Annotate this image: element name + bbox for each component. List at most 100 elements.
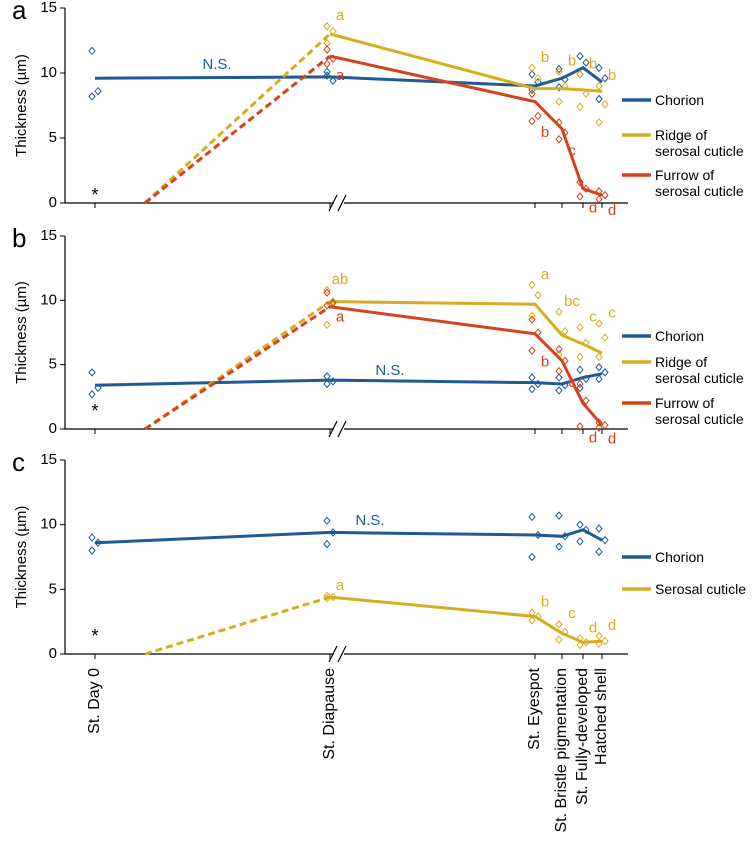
panel-label: b bbox=[12, 223, 26, 253]
data-point bbox=[601, 535, 609, 545]
data-point bbox=[329, 76, 337, 86]
annotation: N.S. bbox=[202, 56, 231, 73]
significance-letter: b bbox=[541, 594, 549, 611]
data-point bbox=[528, 63, 536, 73]
data-point bbox=[528, 373, 536, 382]
legend-entry: Furrow of serosal cuticle bbox=[655, 395, 744, 427]
data-point bbox=[576, 70, 584, 79]
data-point bbox=[595, 319, 603, 328]
axis-break-gap bbox=[334, 195, 344, 211]
panel-label: c bbox=[12, 447, 25, 477]
asterisk: * bbox=[91, 626, 98, 646]
data-point bbox=[582, 58, 590, 67]
data-point bbox=[595, 81, 603, 91]
significance-letter: a bbox=[541, 266, 550, 283]
data-point bbox=[555, 635, 563, 645]
data-point bbox=[323, 379, 331, 389]
y-tick-label: 0 bbox=[49, 194, 57, 211]
axis-break bbox=[328, 194, 347, 212]
y-tick-label: 15 bbox=[40, 451, 57, 468]
mean-line bbox=[329, 300, 603, 355]
data-point bbox=[323, 67, 331, 76]
significance-letter: c bbox=[568, 374, 576, 391]
data-point bbox=[534, 111, 542, 121]
data-point bbox=[576, 323, 584, 332]
data-point bbox=[576, 520, 584, 529]
data-point bbox=[555, 366, 563, 376]
data-point bbox=[576, 537, 584, 546]
data-point bbox=[595, 547, 603, 557]
data-point bbox=[528, 70, 536, 79]
data-point bbox=[582, 396, 590, 405]
x-tick-label: St. Bristle pigmentation bbox=[553, 668, 570, 833]
significance-letter: a bbox=[336, 67, 345, 84]
data-point bbox=[88, 546, 96, 555]
data-point bbox=[601, 333, 609, 342]
data-point bbox=[528, 116, 536, 126]
data-point bbox=[555, 542, 563, 551]
data-point bbox=[601, 420, 609, 430]
significance-letter: a bbox=[336, 308, 345, 325]
significance-letter: ab bbox=[332, 271, 349, 288]
extrapolation bbox=[143, 32, 332, 205]
mean-line bbox=[94, 66, 603, 88]
data-point bbox=[323, 285, 331, 295]
significance-letter: b bbox=[541, 124, 549, 141]
significance-letter: d bbox=[608, 617, 616, 634]
significance-letter: c bbox=[568, 142, 576, 159]
data-point bbox=[555, 67, 563, 76]
significance-letter: d bbox=[589, 199, 597, 216]
mean-line bbox=[94, 372, 603, 387]
data-point bbox=[576, 102, 584, 112]
mean-line bbox=[94, 528, 603, 545]
data-point bbox=[528, 280, 536, 290]
y-tick-label: 5 bbox=[49, 580, 57, 597]
data-point bbox=[88, 46, 96, 56]
y-tick-label: 15 bbox=[40, 0, 57, 16]
data-point bbox=[528, 89, 536, 99]
y-tick-label: 15 bbox=[40, 227, 57, 244]
data-point bbox=[323, 539, 331, 549]
data-point bbox=[555, 511, 563, 520]
significance-letter: a bbox=[336, 7, 345, 24]
data-point bbox=[582, 525, 590, 535]
y-tick-label: 5 bbox=[49, 356, 57, 373]
data-point bbox=[555, 64, 563, 74]
asterisk: * bbox=[91, 401, 98, 421]
data-point bbox=[576, 192, 584, 201]
significance-letter: b bbox=[608, 67, 616, 84]
data-point bbox=[601, 636, 609, 646]
legend-entry: Furrow of serosal cuticle bbox=[655, 167, 744, 199]
data-point bbox=[323, 320, 331, 330]
data-point bbox=[595, 423, 603, 432]
legend-entry: Chorion bbox=[655, 549, 705, 565]
data-point bbox=[576, 383, 584, 393]
data-point bbox=[601, 368, 609, 377]
data-point bbox=[528, 512, 536, 522]
axis-break bbox=[328, 645, 347, 663]
data-point bbox=[601, 73, 609, 83]
data-point bbox=[576, 177, 584, 187]
axis-break-gap bbox=[334, 421, 344, 437]
data-point bbox=[534, 73, 542, 83]
y-axis-label: Thickness (µm) bbox=[13, 281, 30, 384]
data-point bbox=[528, 346, 536, 355]
mean-line bbox=[329, 305, 604, 427]
data-point bbox=[323, 59, 331, 69]
axis-break-gap bbox=[334, 646, 344, 662]
y-axis-label: Thickness (µm) bbox=[13, 54, 30, 157]
mean-line bbox=[329, 32, 603, 93]
extrapolation bbox=[144, 595, 331, 656]
significance-letter: d bbox=[608, 202, 616, 219]
data-point bbox=[576, 51, 584, 61]
data-point bbox=[595, 362, 603, 372]
mean-line bbox=[329, 54, 603, 197]
data-point bbox=[528, 384, 536, 394]
axis-break bbox=[328, 420, 347, 438]
y-tick-label: 0 bbox=[49, 645, 57, 662]
data-point bbox=[555, 97, 563, 106]
data-point bbox=[555, 373, 563, 382]
data-point bbox=[595, 194, 603, 204]
data-point bbox=[555, 307, 563, 317]
